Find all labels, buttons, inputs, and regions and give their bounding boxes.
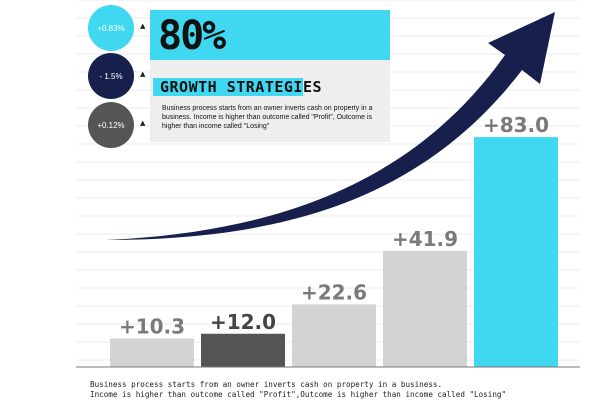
bar-label-2: +12.0 [210,310,276,334]
title-highlight [153,78,303,96]
up-triangle-icon: ▲ [140,70,146,78]
chart-bar-labels: +10.3 +12.0 +22.6 +41.9 +83.0 [119,113,549,338]
percent-banner [150,10,390,60]
bar-label-4: +41.9 [392,227,458,251]
stat-circle-2: - 1.5% [88,53,134,99]
up-triangle-icon: ▲ [140,119,146,127]
up-triangle-icon: ▲ [140,22,146,30]
bar-label-3: +22.6 [301,280,367,304]
bar-3 [292,304,376,367]
stat-value-3: +0.12% [97,120,125,130]
bar-2 [201,333,285,367]
bar-5 [474,137,558,367]
bar-4 [383,250,467,367]
panel-title: GROWTH STRATEGIES [160,78,323,96]
footer-line-1: Business process starts from an owner in… [90,380,443,389]
bar-1 [110,338,194,367]
footer-text: Business process starts from an owner in… [90,380,590,400]
bar-label-1: +10.3 [119,314,185,338]
bar-label-5: +83.0 [483,113,549,137]
stat-value-2: - 1.5% [99,71,123,81]
stat-circle-1: +0.83% [88,5,134,51]
stat-value-1: +0.83% [97,23,125,33]
chart-bars [110,137,558,367]
stat-circle-3: +0.12% [88,102,134,148]
footer-line-2: Income is higher than outcome called "Pr… [90,390,507,399]
percent-value: 80% [158,13,226,59]
trend-arrow [106,12,555,240]
panel-description: Business process starts from an owner in… [162,105,373,130]
